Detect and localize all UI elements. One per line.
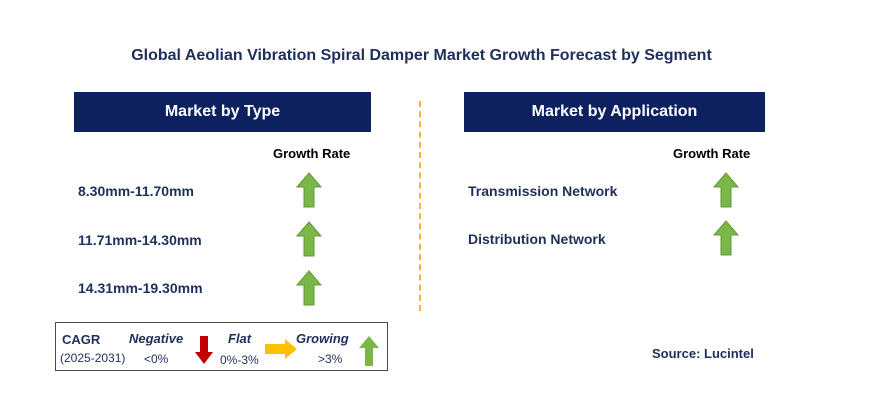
market-by-type-header: Market by Type — [74, 92, 371, 132]
legend-growing-range: >3% — [318, 352, 343, 366]
negative-arrow-icon — [195, 336, 213, 364]
type-row-label: 14.31mm-19.30mm — [78, 280, 203, 296]
growing-arrow-icon — [713, 220, 739, 256]
type-growth-rate-label: Growth Rate — [273, 146, 351, 161]
growing-arrow-icon — [713, 172, 739, 208]
growing-arrow-icon — [296, 221, 322, 257]
legend-growing-label: Growing — [296, 331, 349, 346]
flat-arrow-icon — [265, 339, 297, 359]
legend-flat-range: 0%-3% — [220, 353, 259, 367]
legend-negative-label: Negative — [129, 331, 184, 346]
legend-cagr-label: CAGR — [62, 332, 101, 347]
panel-divider — [419, 101, 421, 311]
cagr-legend: CAGR (2025-2031) Negative <0% Flat 0%-3%… — [55, 322, 388, 371]
application-growth-rate-label: Growth Rate — [673, 146, 751, 161]
legend-negative-range: <0% — [144, 352, 169, 366]
growing-arrow-icon — [296, 172, 322, 208]
growing-arrow-icon — [296, 270, 322, 306]
legend-flat-label: Flat — [228, 331, 252, 346]
legend-period-label: (2025-2031) — [60, 351, 126, 365]
market-by-application-header: Market by Application — [464, 92, 765, 132]
type-row-label: 11.71mm-14.30mm — [78, 232, 202, 248]
chart-title: Global Aeolian Vibration Spiral Damper M… — [131, 47, 712, 64]
application-row-label: Transmission Network — [468, 183, 618, 199]
source-label: Source: Lucintel — [652, 346, 754, 361]
type-row-label: 8.30mm-11.70mm — [78, 183, 194, 199]
growing-arrow-icon — [359, 336, 379, 366]
application-row-label: Distribution Network — [468, 231, 606, 247]
